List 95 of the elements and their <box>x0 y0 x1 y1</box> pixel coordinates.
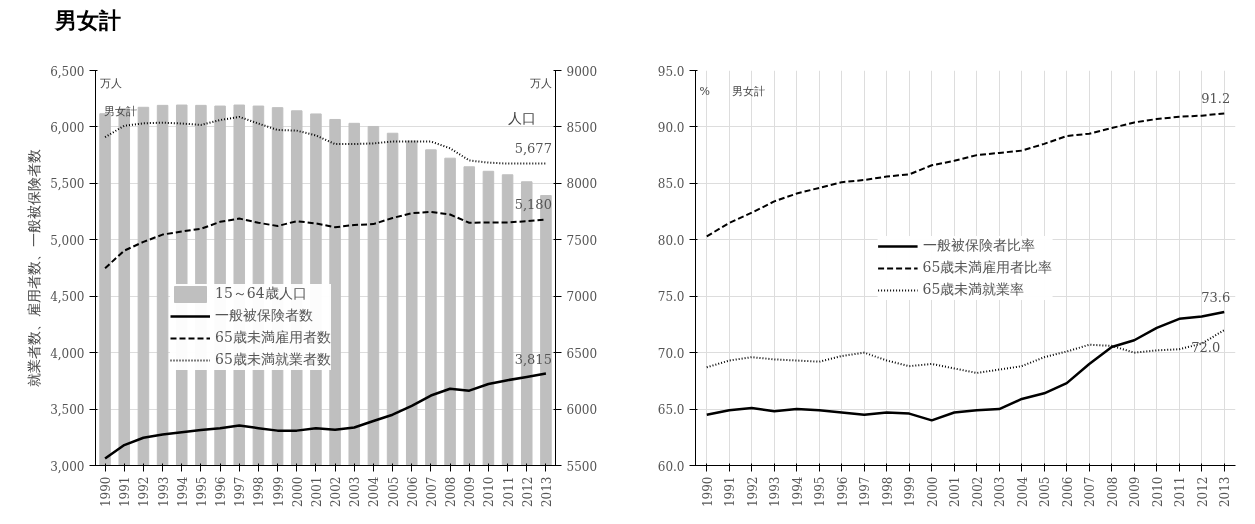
x-tick-label: 2010 <box>482 476 497 508</box>
line-series <box>104 210 547 270</box>
x-tick-label: 2006 <box>405 476 420 508</box>
x-tick-label: 1995 <box>813 476 828 508</box>
legend-label: 65歳未満就業者数 <box>215 351 331 369</box>
legend-label: 一般被保険者比率 <box>922 236 1035 255</box>
y-tick-label: 85.0 <box>657 177 685 192</box>
chart-title: 男女計 <box>55 7 121 35</box>
y2-tick-label: 6500 <box>566 346 598 361</box>
x-tick-label: 2001 <box>948 476 963 508</box>
x-tick-label: 2010 <box>1150 476 1165 508</box>
y2-tick-label: 9000 <box>566 64 598 79</box>
x-tick-label: 2008 <box>444 476 459 508</box>
y-tick-label: 6,500 <box>50 64 85 79</box>
annotation: 73.6 <box>1201 290 1231 306</box>
y2-axis-title: 人口 <box>508 109 537 126</box>
y-tick-label: 75.0 <box>657 290 685 305</box>
y2-tick-label: 8500 <box>566 120 598 135</box>
x-tick-label: 2013 <box>539 476 554 508</box>
annotation: 男女計 <box>104 104 138 118</box>
x-tick-label: 2009 <box>463 476 478 508</box>
x-tick-label: 1992 <box>745 476 760 508</box>
x-tick-label: 2011 <box>1173 476 1188 508</box>
y-tick-label: 65.0 <box>657 403 685 418</box>
x-tick-label: 1992 <box>137 476 152 508</box>
x-tick-label: 1998 <box>252 476 267 508</box>
y-tick-label: 3,000 <box>50 459 85 474</box>
x-tick-label: 1996 <box>214 476 229 508</box>
y2-tick-label: 5500 <box>566 459 598 474</box>
x-tick-label: 1991 <box>723 476 738 508</box>
x-tick-label: 2006 <box>1060 476 1075 508</box>
x-tick-label: 1994 <box>175 476 190 508</box>
annotation: 91.2 <box>1201 91 1231 107</box>
x-tick-label: 2004 <box>367 476 382 508</box>
x-tick-label: 2007 <box>1083 476 1098 508</box>
y-tick-label: 3,500 <box>50 403 85 418</box>
x-tick-label: 2011 <box>501 476 516 508</box>
x-tick-label: 2002 <box>970 476 985 508</box>
x-tick-label: 1993 <box>768 476 783 508</box>
x-tick-label: 1997 <box>858 476 873 508</box>
x-tick-label: 2000 <box>290 476 305 508</box>
x-tick-label: 2002 <box>329 476 344 508</box>
x-tick-label: 1991 <box>118 476 133 508</box>
y-tick-label: 5,000 <box>50 233 85 248</box>
y-tick-label: 4,000 <box>50 346 85 361</box>
legend-label: 65歳未満就業率 <box>922 280 1025 299</box>
x-tick-label: 1997 <box>233 476 248 508</box>
x-tick-label: 2009 <box>1128 476 1143 508</box>
annotation: % <box>699 85 710 99</box>
y-tick-label: 95.0 <box>657 64 685 79</box>
annotation: 男女計 <box>731 85 765 99</box>
annotation: 万人 <box>99 77 122 91</box>
annotation: 5,677 <box>514 141 552 157</box>
x-tick-label: 1994 <box>790 476 805 508</box>
legend-label: 65歳未満雇用者比率 <box>922 258 1053 277</box>
x-tick-label: 2012 <box>520 476 535 508</box>
x-tick-label: 2000 <box>925 476 940 508</box>
y-tick-label: 5,500 <box>50 177 85 192</box>
x-tick-label: 1996 <box>835 476 850 508</box>
y2-tick-label: 8000 <box>566 177 598 192</box>
annotation: 72.0 <box>1191 340 1221 356</box>
x-tick-label: 2004 <box>1015 476 1030 508</box>
legend-label: 一般被保険者数 <box>215 307 313 325</box>
x-tick-label: 2013 <box>1218 476 1233 508</box>
x-tick-label: 2005 <box>1038 476 1053 508</box>
x-tick-label: 2003 <box>348 476 363 508</box>
legend-label: 65歳未満雇用者数 <box>215 329 331 347</box>
x-tick-label: 1990 <box>99 476 114 508</box>
line-series <box>103 372 548 460</box>
annotation: 万人 <box>529 77 552 91</box>
y-tick-label: 70.0 <box>657 346 685 361</box>
y-tick-label: 90.0 <box>657 120 685 135</box>
x-tick-label: 2012 <box>1195 476 1210 508</box>
x-tick-label: 1995 <box>194 476 209 508</box>
x-tick-label: 1993 <box>156 476 171 508</box>
y2-tick-label: 7500 <box>566 233 598 248</box>
x-tick-label: 2008 <box>1105 476 1120 508</box>
x-tick-label: 2003 <box>993 476 1008 508</box>
legend-label: 15～64歳人口 <box>215 285 307 303</box>
x-tick-label: 1999 <box>271 476 286 508</box>
x-tick-label: 1990 <box>700 476 715 508</box>
line-series <box>705 310 1226 422</box>
line-series <box>705 112 1226 238</box>
y-tick-label: 4,500 <box>50 290 85 305</box>
x-tick-label: 1999 <box>903 476 918 508</box>
x-tick-label: 1998 <box>880 476 895 508</box>
x-tick-label: 2001 <box>309 476 324 508</box>
y2-tick-label: 6000 <box>566 403 598 418</box>
x-tick-label: 2005 <box>386 476 401 508</box>
y-axis-title: 就業者数、雇用者数、一般被保険者数 <box>26 149 43 387</box>
y-tick-label: 6,000 <box>50 120 85 135</box>
y2-tick-label: 7000 <box>566 290 598 305</box>
x-tick-label: 2007 <box>424 476 439 508</box>
y-tick-label: 60.0 <box>657 459 685 474</box>
y-tick-label: 80.0 <box>657 233 685 248</box>
